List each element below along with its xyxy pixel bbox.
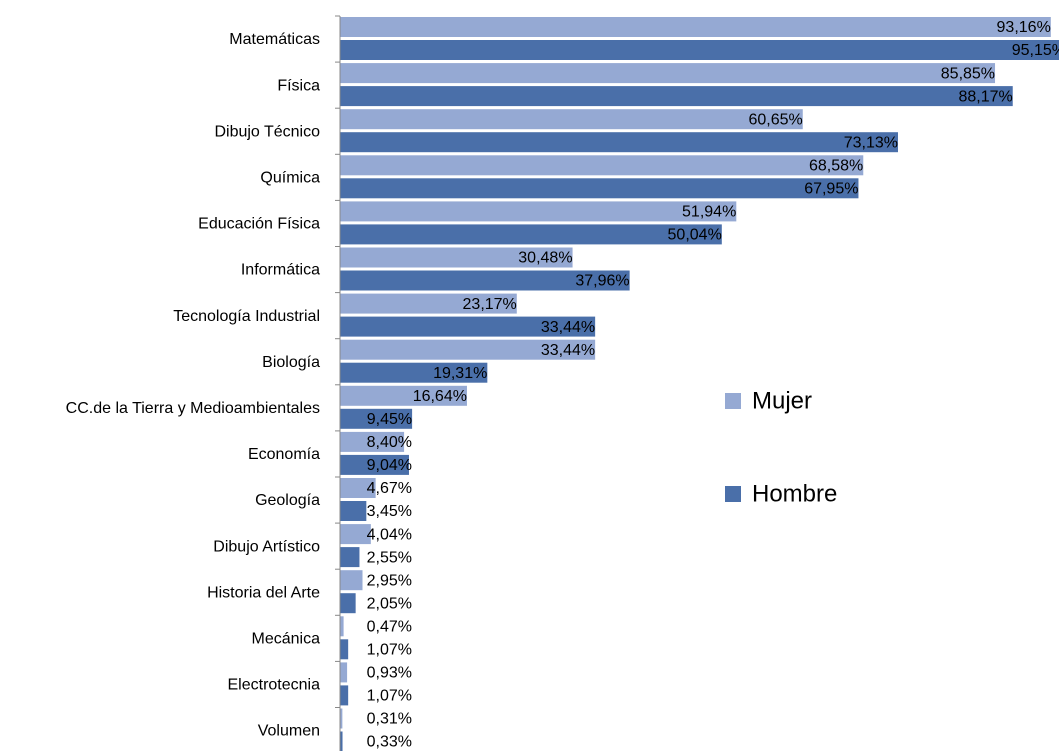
category-label: Biología (262, 354, 320, 371)
bar (340, 708, 343, 729)
bar (340, 132, 898, 153)
category-label: Dibujo Técnico (214, 123, 320, 140)
value-label: 9,04% (367, 457, 412, 474)
bar (340, 17, 1051, 37)
value-label: 51,94% (682, 204, 736, 221)
bar (340, 570, 363, 591)
category-label: Química (260, 170, 320, 187)
value-label: 33,44% (541, 342, 595, 359)
value-label: 1,07% (367, 688, 412, 705)
value-label: 4,67% (367, 480, 412, 497)
bar (340, 293, 517, 314)
value-label: 50,04% (668, 227, 722, 244)
category-label: Geología (255, 492, 320, 509)
value-label: 3,45% (367, 503, 412, 520)
bar (340, 639, 349, 660)
category-label: Dibujo Artístico (213, 538, 320, 555)
legend-swatch (725, 486, 741, 502)
bar (340, 86, 1013, 107)
bar (340, 731, 343, 751)
value-label: 0,47% (367, 619, 412, 636)
category-label: CC.de la Tierra y Medioambientales (66, 400, 320, 417)
category-label: Informática (241, 262, 320, 279)
category-label: Matemáticas (229, 31, 320, 48)
value-label: 67,95% (804, 181, 858, 198)
bar (340, 547, 360, 568)
value-label: 8,40% (367, 434, 412, 451)
legend-text: Mujer (752, 387, 812, 414)
value-label: 33,44% (541, 319, 595, 336)
bar (340, 454, 409, 475)
value-label: 93,16% (997, 19, 1051, 36)
bar (340, 593, 356, 614)
value-label: 68,58% (809, 158, 863, 175)
bar (340, 408, 413, 429)
bar (340, 201, 737, 222)
bar (340, 178, 859, 199)
value-label: 23,17% (463, 296, 517, 313)
bar (340, 616, 344, 637)
value-label: 30,48% (518, 250, 572, 267)
category-label: Mecánica (252, 631, 321, 648)
value-label: 19,31% (433, 365, 487, 382)
category-label: Volumen (258, 723, 320, 740)
category-label: Educación Física (198, 216, 320, 233)
bar (340, 247, 573, 268)
legend-text: Hombre (752, 480, 837, 507)
bar (340, 501, 367, 521)
bar (340, 155, 864, 176)
value-label: 85,85% (941, 65, 995, 82)
bar (340, 385, 467, 406)
bar (340, 478, 376, 498)
bar (340, 63, 996, 84)
bar (340, 431, 405, 452)
category-label: Economía (248, 446, 320, 463)
value-label: 4,04% (367, 526, 412, 543)
value-label: 1,07% (367, 642, 412, 659)
value-label: 2,95% (367, 572, 412, 589)
legend-swatch (725, 393, 741, 409)
bar (340, 524, 371, 545)
bar (340, 40, 1059, 60)
value-label: 0,93% (367, 665, 412, 682)
value-label: 88,17% (958, 88, 1012, 105)
bar (340, 662, 348, 683)
category-label: Historia del Arte (207, 584, 320, 601)
value-label: 60,65% (748, 111, 802, 128)
category-label: Tecnología Industrial (173, 308, 320, 325)
bar (340, 224, 722, 245)
value-label: 16,64% (413, 388, 467, 405)
category-label: Electrotecnia (228, 677, 321, 694)
value-label: 0,31% (367, 711, 412, 728)
bar (340, 109, 803, 130)
bar (340, 339, 596, 360)
value-label: 37,96% (575, 273, 629, 290)
bar (340, 362, 488, 383)
value-label: 73,13% (844, 134, 898, 151)
category-label: Física (277, 77, 320, 94)
bar (340, 270, 630, 291)
value-label: 2,05% (367, 595, 412, 612)
bar (340, 685, 349, 706)
bar (340, 316, 596, 337)
value-label: 9,45% (367, 411, 412, 428)
value-label: 95,15% (1012, 42, 1059, 59)
value-label: 0,33% (367, 734, 412, 751)
value-label: 2,55% (367, 549, 412, 566)
